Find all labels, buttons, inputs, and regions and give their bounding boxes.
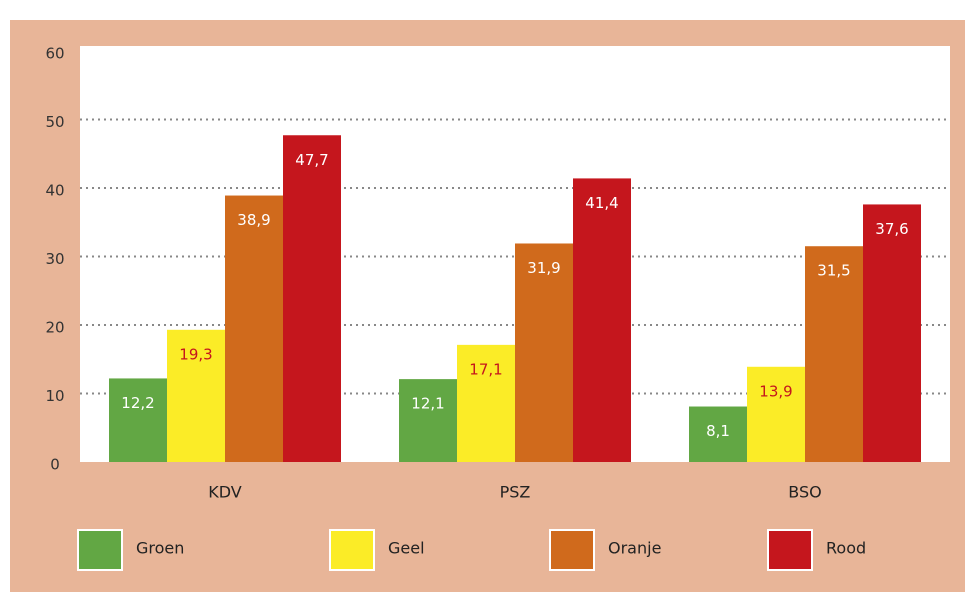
bar xyxy=(457,344,515,462)
bar xyxy=(225,195,283,462)
legend-label: Rood xyxy=(826,539,866,558)
value-label: 12,1 xyxy=(411,395,444,413)
legend-swatch xyxy=(329,529,375,571)
y-tick-label: 0 xyxy=(50,456,60,474)
bar xyxy=(747,366,805,462)
bar xyxy=(399,379,457,462)
y-tick-label: 60 xyxy=(45,45,64,63)
bar xyxy=(515,243,573,462)
bar xyxy=(167,329,225,462)
x-tick-label: BSO xyxy=(788,483,821,502)
bar xyxy=(573,178,631,462)
y-tick-label: 40 xyxy=(45,182,64,200)
legend-swatch xyxy=(549,529,595,571)
legend-label: Geel xyxy=(388,539,425,558)
value-label: 38,9 xyxy=(237,211,270,229)
bar xyxy=(805,246,863,462)
y-tick-label: 20 xyxy=(45,319,64,337)
legend-label: Groen xyxy=(136,539,184,558)
value-label: 19,3 xyxy=(179,345,212,363)
value-label: 47,7 xyxy=(295,151,328,169)
y-tick-label: 50 xyxy=(45,113,64,131)
bar xyxy=(863,204,921,462)
value-label: 41,4 xyxy=(585,194,618,212)
value-label: 8,1 xyxy=(706,422,730,440)
legend-label: Oranje xyxy=(608,539,661,558)
bar xyxy=(283,135,341,462)
x-tick-label: PSZ xyxy=(500,483,531,502)
value-label: 17,1 xyxy=(469,360,502,378)
y-tick-label: 30 xyxy=(45,250,64,268)
bar xyxy=(689,406,747,462)
value-label: 12,2 xyxy=(121,394,154,412)
x-tick-label: KDV xyxy=(208,483,242,502)
value-label: 31,9 xyxy=(527,259,560,277)
value-label: 37,6 xyxy=(875,220,908,238)
legend-swatch xyxy=(767,529,813,571)
bar xyxy=(109,378,167,462)
y-tick-label: 10 xyxy=(45,387,64,405)
value-label: 13,9 xyxy=(759,382,792,400)
value-label: 31,5 xyxy=(817,262,850,280)
legend-swatch xyxy=(77,529,123,571)
